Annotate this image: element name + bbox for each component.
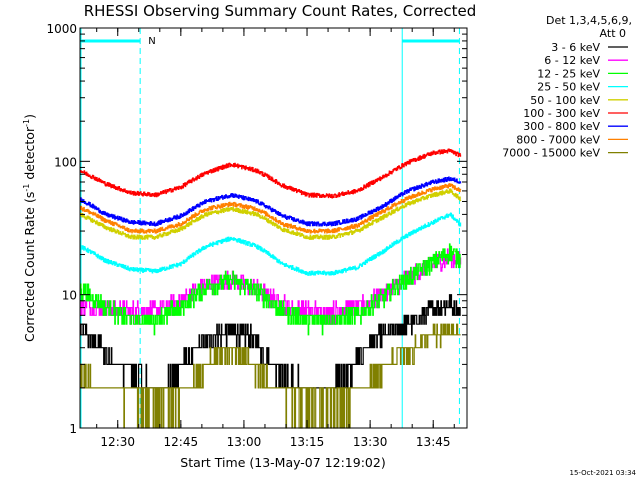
x-tick-label: 13:00 — [227, 435, 262, 449]
legend-label-1: 6 - 12 keV — [544, 54, 600, 67]
y-axis: 1 10 100 1000 — [46, 22, 467, 436]
series-line-0 — [79, 294, 461, 389]
series-7 — [79, 183, 462, 234]
legend-header-attenuator: Att 0 — [600, 27, 626, 40]
series-line-2 — [79, 243, 461, 336]
series-0 — [79, 294, 461, 389]
legend-header-detectors: Det 1,3,4,5,6,9, — [546, 14, 632, 27]
series-8 — [79, 323, 461, 429]
series-line-3 — [79, 212, 462, 276]
series-layer — [79, 148, 462, 429]
series-line-7 — [79, 183, 462, 234]
x-axis: 12:30 12:45 13:00 13:15 13:30 13:45 — [96, 28, 455, 449]
night-markers: N — [80, 28, 460, 428]
x-tick-label: 13:15 — [290, 435, 325, 449]
series-line-8 — [79, 323, 461, 429]
plot-frame — [79, 27, 468, 429]
y-axis-title-main: Corrected Count Rate (s — [22, 192, 37, 342]
y-tick-label: 1 — [69, 422, 77, 436]
series-4 — [79, 188, 462, 240]
series-3 — [79, 212, 462, 276]
y-axis-title-end: ) — [22, 114, 37, 119]
x-tick-label: 13:30 — [353, 435, 388, 449]
saa-flag-label: N — [148, 36, 155, 47]
series-line-4 — [79, 188, 462, 240]
y-tick-label: 10 — [62, 289, 77, 303]
series-line-5 — [79, 148, 462, 199]
y-tick-label: 1000 — [46, 22, 77, 36]
legend-label-0: 3 - 6 keV — [551, 41, 600, 54]
series-line-6 — [79, 176, 462, 227]
series-5 — [79, 148, 462, 199]
x-tick-label: 13:45 — [416, 435, 451, 449]
y-axis-title-sup2: -1 — [22, 119, 31, 127]
y-axis-title: Corrected Count Rate (s-1 detector-1) — [22, 114, 37, 342]
legend-label-7: 800 - 7000 keV — [516, 133, 600, 146]
y-tick-label: 100 — [54, 155, 77, 169]
x-tick-label: 12:30 — [100, 435, 135, 449]
y-axis-title-sup1: -1 — [22, 184, 31, 192]
legend-label-3: 25 - 50 keV — [537, 81, 600, 94]
legend-label-2: 12 - 25 keV — [537, 67, 600, 80]
generation-timestamp: 15-Oct-2021 03:34 — [570, 469, 637, 477]
x-axis-title: Start Time (13-May-07 12:19:02) — [180, 455, 385, 470]
x-tick-label: 12:45 — [164, 435, 199, 449]
y-axis-title-mid: detector — [22, 126, 37, 184]
series-2 — [79, 243, 461, 336]
legend-label-8: 7000 - 15000 keV — [502, 147, 600, 160]
legend-label-6: 300 - 800 keV — [523, 120, 600, 133]
chart-title: RHESSI Observing Summary Count Rates, Co… — [84, 2, 477, 20]
series-6 — [79, 176, 462, 227]
legend-label-5: 100 - 300 keV — [523, 107, 600, 120]
legend-label-4: 50 - 100 keV — [530, 94, 600, 107]
